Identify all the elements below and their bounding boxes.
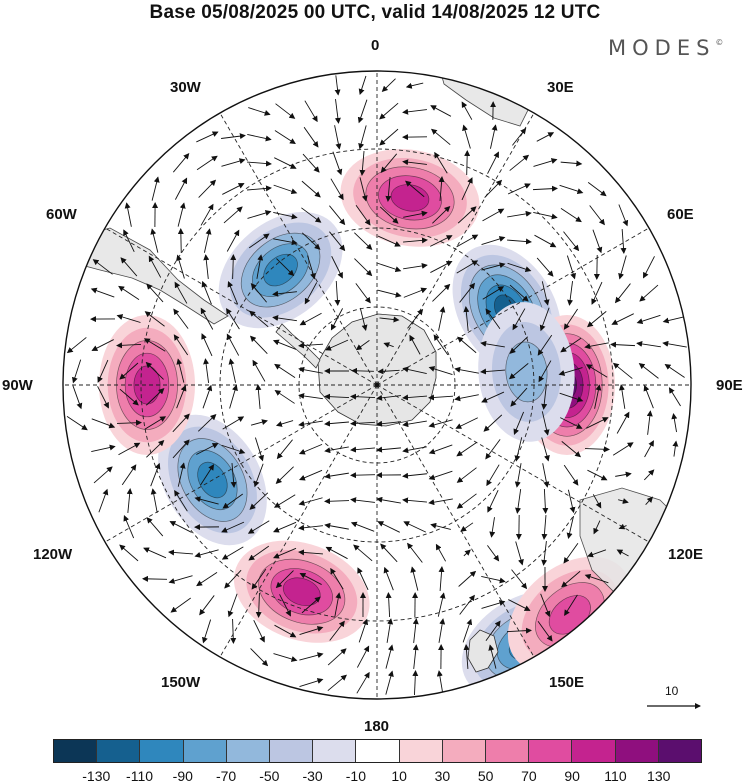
colorbar-tick-label: 70 xyxy=(521,768,537,784)
colorbar-swatch xyxy=(400,740,443,762)
colorbar-tick-label: 90 xyxy=(564,768,580,784)
colorbar-tick-label: 130 xyxy=(647,768,670,784)
colorbar-tick-label: -30 xyxy=(302,768,322,784)
lon-label-180: 180 xyxy=(364,718,389,735)
colorbar-swatch xyxy=(616,740,659,762)
lon-label-0: 0 xyxy=(371,37,379,54)
vector-scale-label: 10 xyxy=(665,684,678,698)
colorbar-swatch xyxy=(443,740,486,762)
colorbar-tick-label: 30 xyxy=(435,768,451,784)
colorbar-swatch xyxy=(227,740,270,762)
colorbar-tick-label: 50 xyxy=(478,768,494,784)
lon-label-90e: 90E xyxy=(716,377,743,394)
lon-label-60e: 60E xyxy=(667,206,694,223)
colorbar-swatch xyxy=(97,740,140,762)
colorbar-swatch xyxy=(356,740,399,762)
colorbar-tick-label: -90 xyxy=(173,768,193,784)
colorbar-swatch xyxy=(140,740,183,762)
colorbar xyxy=(53,739,702,763)
lon-label-90w: 90W xyxy=(2,377,33,394)
wind-vector-arrow xyxy=(467,151,468,175)
lon-label-120w: 120W xyxy=(33,546,72,563)
colorbar-swatch xyxy=(529,740,572,762)
colorbar-tick-label: 110 xyxy=(604,768,626,784)
lon-label-30e: 30E xyxy=(547,79,574,96)
lon-label-30w: 30W xyxy=(170,79,201,96)
colorbar-tick-label: -10 xyxy=(346,768,366,784)
south-pole-marker xyxy=(375,383,380,388)
lon-label-150e: 150E xyxy=(549,674,584,691)
colorbar-tick-label: -110 xyxy=(126,768,153,784)
colorbar-swatch xyxy=(486,740,529,762)
colorbar-swatch xyxy=(659,740,701,762)
colorbar-tick-label: -130 xyxy=(82,768,110,784)
lon-label-60w: 60W xyxy=(46,206,77,223)
colorbar-tick-label: 10 xyxy=(391,768,407,784)
lon-label-150w: 150W xyxy=(161,674,200,691)
wind-vector-arrow xyxy=(143,579,167,580)
colorbar-swatch xyxy=(184,740,227,762)
colorbar-swatch xyxy=(270,740,313,762)
colorbar-swatch xyxy=(572,740,615,762)
colorbar-tick-label: -50 xyxy=(259,768,279,784)
colorbar-tick-label: -70 xyxy=(216,768,236,784)
lon-label-120e: 120E xyxy=(668,546,703,563)
colorbar-swatch xyxy=(313,740,356,762)
colorbar-swatch xyxy=(54,740,97,762)
